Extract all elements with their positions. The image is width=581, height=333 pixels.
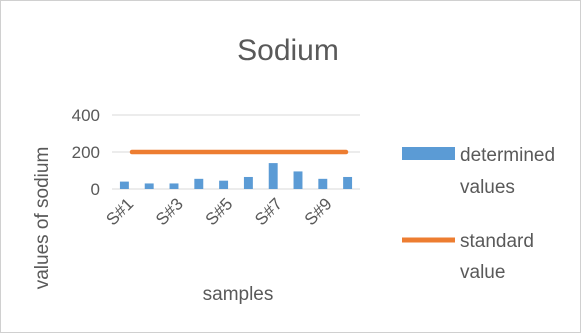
x-tick-label: S#5 (202, 194, 237, 229)
y-tick-label: 0 (91, 180, 100, 199)
legend-label-determined-values-cont: values (460, 177, 515, 198)
y-tick-label: 200 (72, 143, 100, 162)
x-tick-label: S#7 (251, 194, 286, 229)
legend-label-standard-value-cont: value (460, 262, 505, 283)
legend-label-standard-value: standard (460, 231, 534, 252)
y-axis-title: values of sodium (32, 147, 53, 290)
x-tick-label: S#1 (102, 194, 137, 229)
x-tick-label: S#3 (152, 194, 187, 229)
chart-title: Sodium (237, 34, 339, 67)
legend-label-determined-values: determined (460, 145, 555, 166)
bar-S#9 (318, 178, 328, 189)
bar-S#1 (119, 181, 129, 189)
bar-S#10 (343, 176, 353, 189)
x-axis-title: samples (203, 284, 274, 305)
x-tick-labels: S#1 S#3 S#5 S#7 S#9 (102, 194, 335, 229)
bar-S#7 (268, 163, 278, 189)
bar-S#6 (243, 176, 253, 189)
bar-S#4 (194, 178, 204, 189)
bar-S#2 (144, 183, 154, 189)
bar-S#5 (219, 180, 229, 189)
x-tick-label: S#9 (301, 194, 336, 229)
bar-S#3 (169, 183, 179, 189)
bars-determined-values (119, 163, 353, 189)
legend-swatch-determined-values (402, 147, 455, 160)
y-tick-labels: 0 200 400 (72, 106, 100, 199)
legend: determined values standard value (402, 145, 555, 283)
y-tick-label: 400 (72, 106, 100, 125)
bar-S#8 (293, 171, 303, 189)
